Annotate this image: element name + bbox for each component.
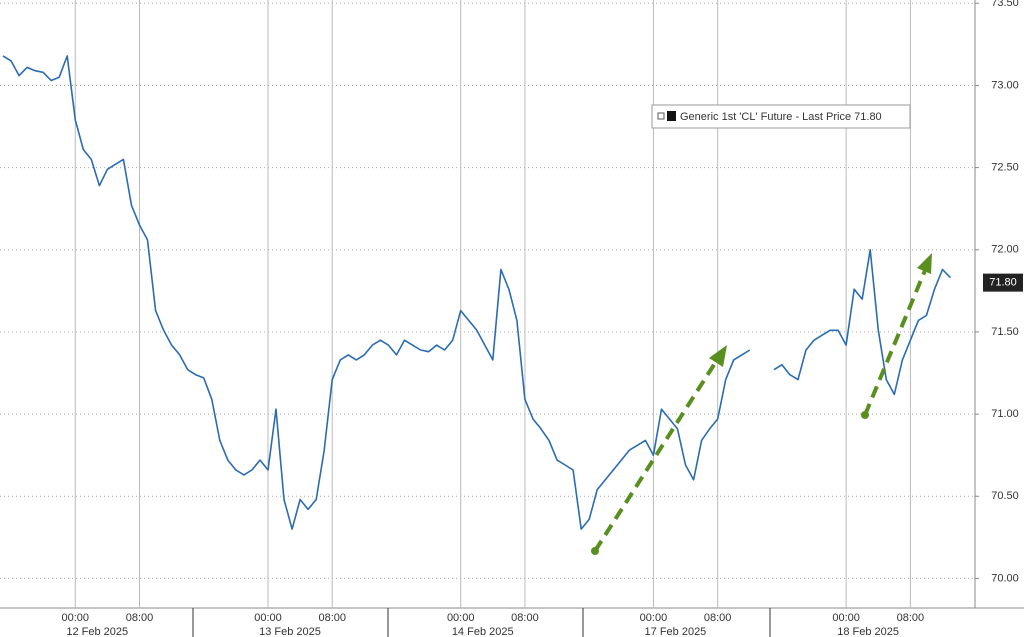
y-tick-label: 73.00 [991, 79, 1019, 91]
arrow-head [917, 253, 932, 274]
y-tick-label: 73.50 [991, 0, 1019, 9]
x-tick-label: 08:00 [511, 612, 539, 624]
legend: Generic 1st 'CL' Future - Last Price 71.… [651, 104, 911, 129]
date-label: 12 Feb 2025 [66, 626, 128, 637]
y-tick-label: 72.50 [991, 162, 1019, 174]
legend-box [651, 104, 911, 129]
trend-arrow [863, 267, 928, 416]
y-tick-label: 70.00 [991, 572, 1019, 584]
y-tick-label: 70.50 [991, 490, 1019, 502]
date-label: 18 Feb 2025 [837, 626, 899, 637]
date-label: 13 Feb 2025 [259, 626, 321, 637]
y-tick-label: 72.00 [991, 244, 1019, 256]
x-tick-label: 08:00 [897, 612, 925, 624]
x-tick-label: 08:00 [318, 612, 346, 624]
annotations [591, 253, 932, 555]
x-tick-label: 08:00 [704, 612, 732, 624]
legend-label: Generic 1st 'CL' Future - Last Price 71.… [680, 111, 882, 123]
x-tick-label: 00:00 [832, 612, 860, 624]
legend-icon [657, 112, 665, 120]
arrow-start [591, 547, 599, 555]
last-price-box [983, 273, 1023, 292]
x-tick-label: 00:00 [254, 612, 282, 624]
arrow-start [861, 411, 869, 419]
x-tick-label: 00:00 [62, 612, 90, 624]
x-tick-label: 00:00 [640, 612, 668, 624]
session-separators [192, 608, 771, 637]
legend-swatch [667, 111, 676, 121]
last-price-label: 71.80 [989, 277, 1017, 289]
arrow-head [709, 345, 727, 367]
price-line [2, 55, 952, 530]
x-tick-label: 08:00 [126, 612, 154, 624]
date-label: 14 Feb 2025 [452, 626, 514, 637]
y-tick-label: 71.00 [991, 408, 1019, 420]
x-tick-label: 00:00 [447, 612, 475, 624]
y-tick-label: 71.50 [991, 326, 1019, 338]
date-label: 17 Feb 2025 [645, 626, 707, 637]
